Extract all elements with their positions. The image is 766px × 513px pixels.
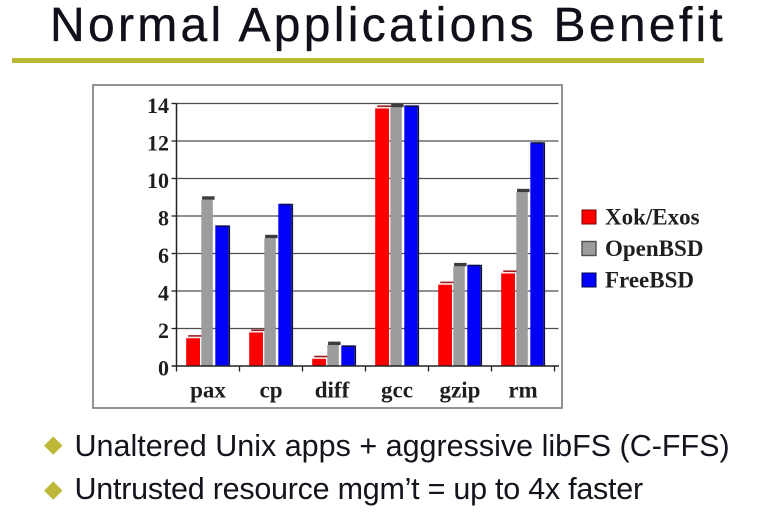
svg-text:OpenBSD: OpenBSD bbox=[605, 236, 703, 261]
svg-text:10: 10 bbox=[147, 168, 169, 193]
svg-text:pax: pax bbox=[190, 378, 226, 403]
svg-text:gzip: gzip bbox=[440, 378, 481, 403]
svg-text:FreeBSD: FreeBSD bbox=[605, 268, 694, 293]
svg-text:rm: rm bbox=[508, 378, 537, 403]
svg-text:diff: diff bbox=[315, 378, 350, 403]
svg-text:12: 12 bbox=[147, 131, 169, 156]
svg-text:4: 4 bbox=[158, 281, 169, 306]
svg-text:2: 2 bbox=[158, 318, 169, 343]
svg-text:Xok/Exos: Xok/Exos bbox=[605, 205, 700, 230]
svg-text:gcc: gcc bbox=[381, 378, 413, 403]
svg-text:0: 0 bbox=[158, 356, 169, 381]
svg-text:cp: cp bbox=[260, 378, 283, 403]
svg-text:8: 8 bbox=[158, 206, 169, 231]
svg-text:14: 14 bbox=[147, 93, 169, 118]
svg-text:6: 6 bbox=[158, 243, 169, 268]
